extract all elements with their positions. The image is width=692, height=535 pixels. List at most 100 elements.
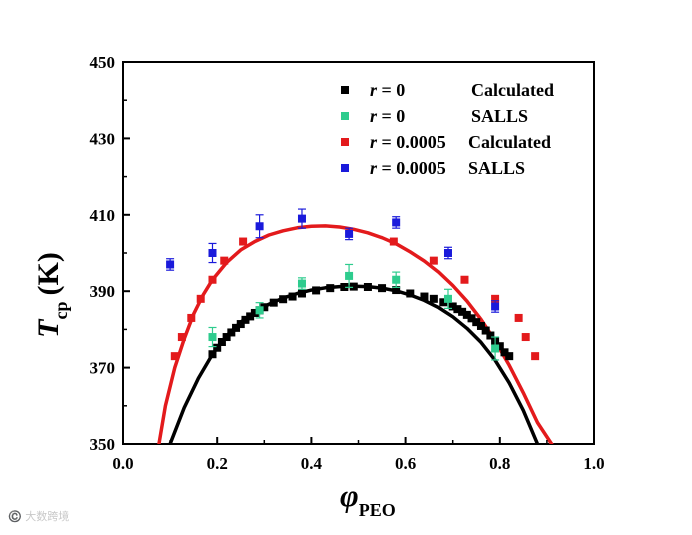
data-point xyxy=(208,333,217,342)
fit-curve xyxy=(168,284,540,444)
data-point xyxy=(241,315,250,324)
data-point xyxy=(495,342,504,351)
series-markers xyxy=(208,263,500,361)
data-point xyxy=(472,318,481,327)
data-point xyxy=(196,294,205,303)
data-point xyxy=(236,320,245,329)
data-point xyxy=(500,348,509,357)
x-tick-label: 0.6 xyxy=(395,454,416,473)
data-point xyxy=(521,333,530,342)
legend-symbol: r xyxy=(370,158,378,178)
series-markers xyxy=(170,237,540,361)
legend-label: SALLS xyxy=(468,158,525,178)
x-tick-label: 0.0 xyxy=(112,454,133,473)
data-point xyxy=(378,284,387,293)
legend-entry: r = 0.0005 xyxy=(370,132,446,152)
data-point xyxy=(340,282,349,291)
data-point xyxy=(458,307,467,316)
legend-entry: r = 0 xyxy=(370,106,405,126)
data-point xyxy=(467,314,476,323)
legend-label: Calculated xyxy=(471,80,554,100)
x-axis-title: φPEO xyxy=(340,477,396,520)
data-point xyxy=(297,214,306,223)
legend-entry: r = 0.0005 xyxy=(370,158,446,178)
data-point xyxy=(439,298,448,307)
data-point xyxy=(166,260,175,269)
data-point xyxy=(349,282,358,291)
data-point xyxy=(326,284,335,293)
data-point xyxy=(392,218,401,227)
legend-label: Calculated xyxy=(468,132,551,152)
x-axis-subscript: PEO xyxy=(359,500,396,520)
data-point xyxy=(227,328,236,337)
data-point xyxy=(345,271,354,280)
y-tick-label: 450 xyxy=(90,53,116,72)
data-point xyxy=(187,313,196,322)
data-point xyxy=(260,303,269,312)
data-point xyxy=(460,275,469,284)
data-point xyxy=(420,292,429,301)
data-point xyxy=(476,321,485,330)
legend-entry: r = 0 xyxy=(370,80,405,100)
y-axis-unit: (K) xyxy=(32,252,65,295)
data-point xyxy=(255,222,264,231)
data-point xyxy=(208,249,217,257)
data-point xyxy=(514,313,523,322)
data-point xyxy=(232,323,241,332)
data-point xyxy=(505,352,514,361)
legend-marker xyxy=(341,86,349,94)
y-axis-symbol: T xyxy=(32,318,65,338)
legend-symbol: r xyxy=(370,80,378,100)
y-tick-label: 390 xyxy=(90,282,116,301)
data-point xyxy=(392,275,401,284)
data-point xyxy=(246,312,255,321)
data-point xyxy=(269,298,278,307)
data-point xyxy=(363,282,372,291)
y-tick-label: 430 xyxy=(90,129,116,148)
data-point xyxy=(443,294,452,303)
x-tick-label: 0.8 xyxy=(489,454,510,473)
data-point xyxy=(406,289,415,298)
data-point xyxy=(208,275,217,284)
legend-marker xyxy=(341,112,349,120)
y-axis-title: Tcp (K) xyxy=(32,252,71,338)
data-point xyxy=(255,306,264,315)
data-point xyxy=(345,229,354,238)
data-point xyxy=(312,286,321,295)
legend-symbol: r xyxy=(370,106,378,126)
data-point xyxy=(177,333,186,342)
data-point xyxy=(429,294,438,303)
legend-marker xyxy=(341,138,349,146)
data-point xyxy=(392,286,401,295)
x-tick-label: 0.4 xyxy=(301,454,323,473)
x-axis-symbol: φ xyxy=(340,477,359,513)
data-point xyxy=(297,289,306,298)
data-point xyxy=(448,302,457,311)
data-point xyxy=(429,256,438,265)
data-point xyxy=(208,350,217,359)
data-point xyxy=(453,305,462,314)
y-axis-subscript: cp xyxy=(51,302,71,320)
data-point xyxy=(217,338,226,347)
data-point xyxy=(486,331,495,340)
watermark: ©️ 大数跨境 xyxy=(8,510,70,523)
y-tick-label: 410 xyxy=(90,206,116,225)
data-point xyxy=(531,352,540,361)
legend-value: = 0 xyxy=(377,80,405,100)
y-tick-label: 350 xyxy=(90,435,116,454)
legend-symbol: r xyxy=(370,132,378,152)
y-tick-label: 370 xyxy=(90,359,116,378)
legend-value: = 0 xyxy=(377,106,405,126)
data-point xyxy=(443,249,452,257)
data-markers xyxy=(166,208,540,361)
data-point xyxy=(279,295,288,304)
legend: r = 0 Calculated r = 0 SALLS r = 0.0005 Calcu… xyxy=(341,80,554,178)
fit-curve xyxy=(157,224,554,444)
data-point xyxy=(170,352,179,361)
data-point xyxy=(213,343,222,352)
legend-label: SALLS xyxy=(471,106,528,126)
data-point xyxy=(389,237,398,246)
legend-marker xyxy=(341,164,349,172)
data-point xyxy=(491,344,500,353)
